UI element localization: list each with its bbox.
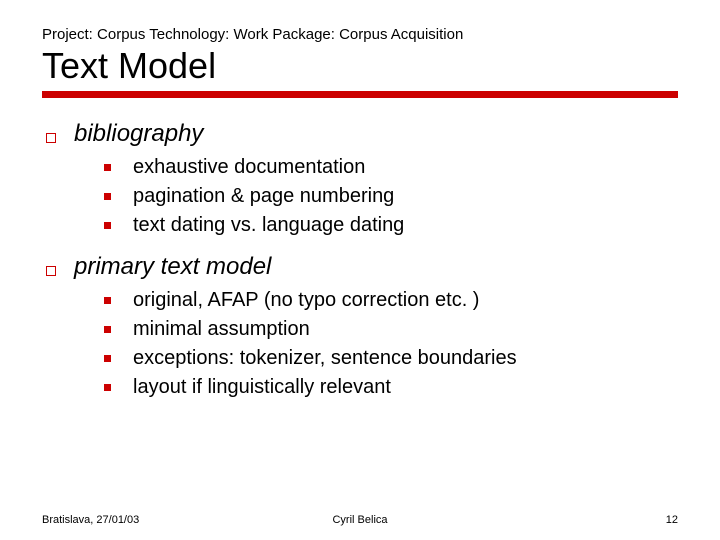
- slide-footer: Bratislava, 27/01/03 Cyril Belica 12: [0, 514, 720, 526]
- filled-square-bullet-icon: [104, 355, 111, 362]
- section-items: exhaustive documentation pagination & pa…: [104, 156, 678, 237]
- list-item: exhaustive documentation: [104, 156, 678, 179]
- list-item-text: original, AFAP (no typo correction etc. …: [133, 289, 479, 312]
- section-heading-row: primary text model: [46, 253, 678, 281]
- footer-date: Bratislava, 27/01/03: [42, 514, 139, 526]
- filled-square-bullet-icon: [104, 297, 111, 304]
- list-item: exceptions: tokenizer, sentence boundari…: [104, 347, 678, 370]
- filled-square-bullet-icon: [104, 222, 111, 229]
- slide-header: Project: Corpus Technology: Work Package…: [42, 26, 678, 43]
- list-item: text dating vs. language dating: [104, 214, 678, 237]
- list-item: original, AFAP (no typo correction etc. …: [104, 289, 678, 312]
- section-items: original, AFAP (no typo correction etc. …: [104, 289, 678, 399]
- list-item-text: pagination & page numbering: [133, 185, 394, 208]
- list-item: minimal assumption: [104, 318, 678, 341]
- title-underline: [42, 91, 678, 98]
- slide-content: Project: Corpus Technology: Work Package…: [0, 0, 720, 399]
- footer-author: Cyril Belica: [332, 514, 387, 526]
- section-heading-row: bibliography: [46, 120, 678, 148]
- filled-square-bullet-icon: [104, 384, 111, 391]
- list-item-text: exceptions: tokenizer, sentence boundari…: [133, 347, 517, 370]
- list-item-text: text dating vs. language dating: [133, 214, 404, 237]
- open-square-bullet-icon: [46, 133, 56, 143]
- section-heading: bibliography: [74, 120, 203, 148]
- section-bibliography: bibliography exhaustive documentation pa…: [46, 120, 678, 237]
- list-item-text: exhaustive documentation: [133, 156, 365, 179]
- list-item-text: minimal assumption: [133, 318, 310, 341]
- open-square-bullet-icon: [46, 266, 56, 276]
- filled-square-bullet-icon: [104, 326, 111, 333]
- list-item: pagination & page numbering: [104, 185, 678, 208]
- footer-page-number: 12: [666, 514, 678, 526]
- section-heading: primary text model: [74, 253, 271, 281]
- list-item-text: layout if linguistically relevant: [133, 376, 391, 399]
- section-primary-text-model: primary text model original, AFAP (no ty…: [46, 253, 678, 399]
- filled-square-bullet-icon: [104, 164, 111, 171]
- list-item: layout if linguistically relevant: [104, 376, 678, 399]
- filled-square-bullet-icon: [104, 193, 111, 200]
- slide-title: Text Model: [42, 45, 678, 87]
